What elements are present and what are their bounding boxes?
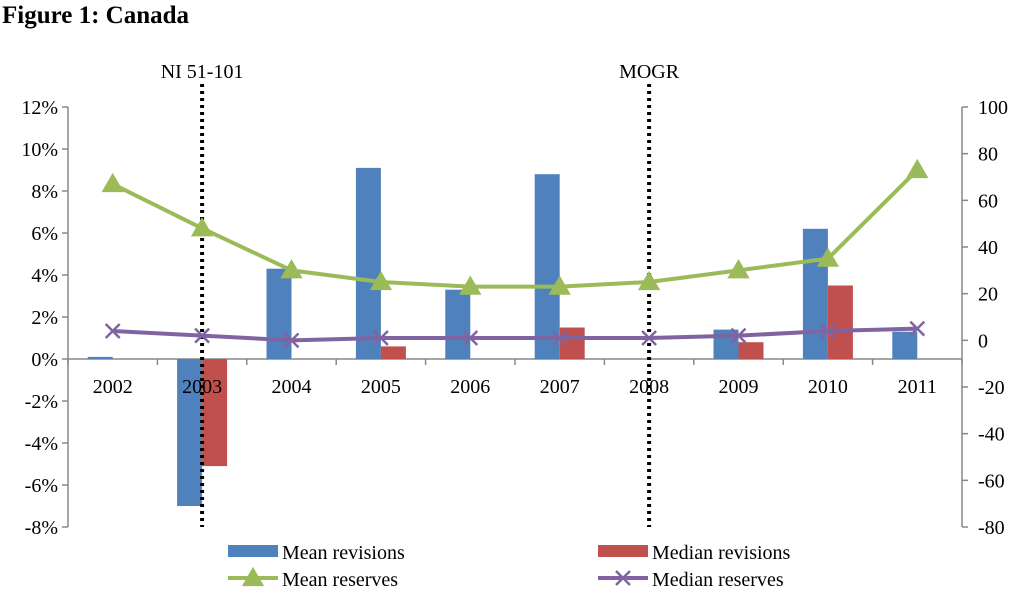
right-tick-label: 60 (978, 190, 998, 212)
marker-stroke (909, 320, 926, 337)
category-label: 2009 (719, 376, 759, 398)
point-median-reserves (730, 327, 747, 344)
point-mean-reserves (637, 270, 661, 291)
point-median-reserves (641, 330, 657, 346)
left-tick-label: 0% (31, 349, 58, 371)
left-tick-label: 8% (31, 181, 58, 203)
lines-layer (101, 158, 929, 349)
category-label: 2002 (93, 376, 133, 398)
legend-swatch (228, 545, 278, 557)
tick-labels-layer: -8%-6%-4%-2%0%2%4%6%8%10%12% 100806040200… (21, 97, 1008, 539)
marker-stroke (730, 327, 747, 344)
bar-median-revisions (827, 285, 853, 359)
category-label: 2004 (272, 376, 312, 398)
left-tick-label: 6% (31, 223, 58, 245)
bars-layer (87, 167, 918, 506)
legend-label: Median reserves (652, 569, 784, 591)
annotation-label: NI 51-101 (161, 61, 244, 83)
figure-title: Figure 1: Canada (2, 2, 190, 29)
marker-stroke (641, 330, 657, 346)
point-mean-reserves (548, 275, 571, 295)
left-tick-label: -8% (25, 517, 58, 539)
bar-median-revisions (380, 346, 406, 359)
right-tick-label: 20 (978, 284, 998, 306)
legend-label: Median revisions (652, 542, 791, 564)
right-tick-label: -60 (978, 470, 1005, 492)
point-median-reserves (909, 320, 926, 337)
category-label: 2007 (540, 376, 580, 398)
point-mean-reserves (459, 275, 482, 295)
bar-mean-revisions (802, 228, 828, 359)
left-tick-label: 10% (21, 139, 58, 161)
point-median-reserves (104, 323, 121, 339)
left-tick-label: 12% (21, 97, 58, 119)
point-mean-reserves (190, 217, 214, 237)
legend-marker (241, 566, 265, 587)
right-tick-label: -80 (978, 517, 1005, 539)
bar-median-revisions (738, 342, 764, 359)
bar-mean-revisions (177, 359, 203, 506)
category-label: 2008 (629, 376, 669, 398)
annotations-layer: NI 51-101 MOGR (161, 61, 680, 527)
left-tick-label: -2% (25, 391, 58, 413)
category-label: 2006 (450, 376, 490, 398)
right-tick-label: -20 (978, 377, 1005, 399)
right-tick-label: -40 (978, 424, 1005, 446)
point-median-reserves (194, 327, 210, 344)
point-median-reserves (820, 323, 836, 339)
left-tick-label: 2% (31, 307, 58, 329)
legend-swatch (598, 545, 648, 557)
legend-label: Mean reserves (282, 569, 398, 591)
marker-stroke (104, 323, 121, 339)
bar-median-revisions (202, 359, 228, 467)
marker-stroke (194, 327, 210, 344)
marker-stroke (462, 330, 479, 346)
point-median-reserves (283, 332, 300, 349)
category-label: 2011 (898, 376, 937, 398)
left-tick-label: 4% (31, 265, 58, 287)
left-tick-label: -4% (25, 433, 58, 455)
point-mean-reserves (816, 247, 840, 267)
annotation-label: MOGR (619, 61, 680, 83)
legend-marker (615, 570, 631, 586)
right-tick-label: 100 (978, 97, 1008, 119)
bar-mean-revisions (87, 356, 113, 359)
point-mean-reserves (727, 259, 750, 279)
right-tick-label: 0 (978, 330, 988, 352)
point-mean-reserves (369, 270, 393, 291)
bar-mean-revisions (445, 289, 471, 359)
point-median-reserves (551, 330, 568, 346)
bar-mean-revisions (534, 174, 560, 359)
category-label: 2010 (808, 376, 848, 398)
point-mean-reserves (906, 158, 929, 179)
point-median-reserves (462, 330, 479, 346)
left-tick-label: -6% (25, 475, 58, 497)
marker-stroke (615, 570, 631, 586)
point-median-reserves (373, 330, 389, 346)
point-mean-reserves (101, 172, 124, 193)
line-median-reserves (112, 326, 918, 343)
category-label: 2005 (361, 376, 401, 398)
legend-label: Mean revisions (282, 542, 405, 564)
bar-mean-revisions (355, 167, 381, 359)
legend-layer: Mean revisions Median revisions Mean reser… (228, 542, 791, 591)
bar-mean-revisions (892, 331, 918, 359)
right-tick-label: 80 (978, 144, 998, 166)
point-mean-reserves (280, 259, 303, 279)
category-label: 2003 (182, 376, 222, 398)
marker-stroke (551, 330, 568, 346)
right-tick-label: 40 (978, 237, 998, 259)
marker-stroke (283, 332, 300, 349)
marker-stroke (373, 330, 389, 346)
marker-stroke (820, 323, 836, 339)
line-mean-reserves (111, 168, 919, 289)
